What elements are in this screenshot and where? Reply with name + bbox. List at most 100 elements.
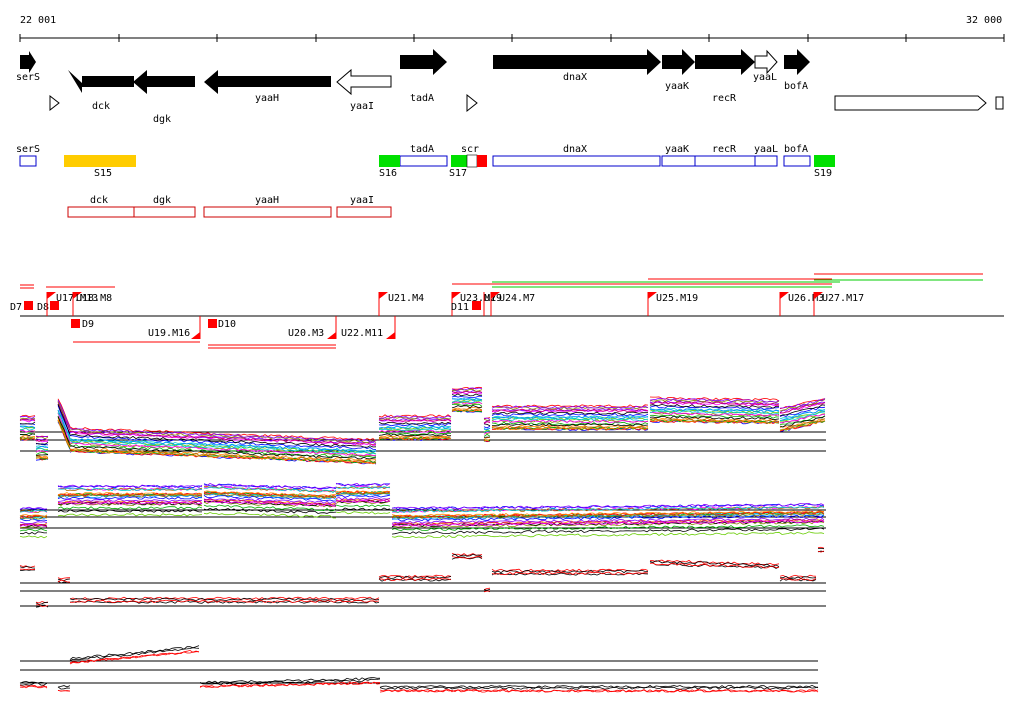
transcript-lines (20, 273, 983, 349)
expression-trace (649, 399, 780, 404)
expression-trace (203, 495, 337, 502)
expression-trace (69, 599, 380, 603)
marker-U19-flag[interactable] (191, 332, 200, 339)
gene-yaaH-arrow[interactable] (204, 70, 331, 94)
expression-trace (335, 482, 391, 486)
marker-D10[interactable] (208, 319, 217, 328)
expression-trace (203, 507, 337, 514)
expression-trace (35, 438, 49, 442)
marker-U18-flag[interactable] (73, 292, 82, 299)
expression-trace (451, 409, 483, 413)
expression-trace (19, 425, 36, 428)
marker-D8[interactable] (50, 301, 59, 310)
expression-trace (57, 690, 71, 692)
expression-trace (69, 439, 377, 455)
marker-U29-label: U29 (484, 293, 502, 304)
expression-trace (57, 409, 71, 437)
gene-tadA-arrow[interactable] (400, 49, 447, 75)
expression-trace (57, 416, 71, 446)
marker-U26-flag[interactable] (780, 292, 789, 299)
expression-trace (483, 430, 491, 433)
expression-trace (491, 415, 649, 419)
gene-serS-arrow[interactable] (20, 51, 36, 73)
marker-U25-flag[interactable] (648, 292, 657, 299)
gene-dck-arrow[interactable] (68, 70, 134, 93)
expression-trace (19, 418, 36, 422)
expression-trace (199, 678, 381, 686)
expression-trace (19, 528, 48, 532)
expression-trace (451, 393, 482, 397)
expression-trace (335, 496, 391, 501)
expression-trace (19, 414, 36, 418)
expression-trace (19, 531, 47, 535)
gene-yaaK-arrow[interactable] (662, 49, 695, 75)
gene-unnamed-small-box (995, 96, 1004, 110)
marker-track-top: D7 D8 U17.M13 U18.M8 U21.M4 U23.M1 D11 U… (10, 292, 864, 316)
marker-U23-flag[interactable] (452, 292, 461, 299)
segment-S19[interactable] (814, 155, 835, 167)
expression-trace (19, 682, 48, 686)
coordinate-axis: 22 001 32 000 (19, 15, 1005, 42)
box-yaaL-label: yaaL (754, 144, 778, 155)
gene-dnaX-arrow[interactable] (493, 49, 661, 75)
marker-U19-label: U19.M16 (148, 328, 190, 339)
expression-trace (57, 578, 71, 582)
expression-trace (391, 518, 825, 526)
box-recR-label: recR (712, 144, 737, 155)
expression-trace (391, 505, 825, 513)
marker-U24-flag[interactable] (491, 292, 500, 299)
expression-trace (57, 580, 71, 584)
expression-trace (199, 681, 380, 688)
expression-trace (649, 559, 780, 566)
gene-bofA-arrow[interactable] (784, 49, 810, 75)
expression-trace (19, 566, 36, 569)
expression-trace (491, 426, 649, 431)
expression-trace (451, 399, 483, 403)
segment-S16[interactable] (379, 155, 400, 167)
marker-U17-flag[interactable] (47, 292, 56, 299)
segment-scr-red[interactable] (477, 155, 487, 167)
marker-U27-flag[interactable] (814, 292, 823, 299)
expression-trace (69, 433, 377, 448)
expression-trace (35, 454, 49, 456)
expression-trace (649, 414, 780, 419)
expression-trace (451, 386, 483, 390)
expression-trace (69, 445, 377, 460)
marker-U21-flag[interactable] (379, 292, 388, 299)
gene-yaaL-arrow[interactable] (754, 49, 778, 75)
expression-trace (649, 562, 780, 569)
expression-trace (57, 506, 203, 510)
expression-trace (19, 421, 36, 425)
marker-D11[interactable] (472, 301, 481, 310)
expression-trace (35, 445, 49, 449)
marker-D7[interactable] (24, 301, 33, 310)
expression-trace (335, 492, 391, 496)
gene-recR-arrow[interactable] (695, 49, 755, 75)
gene-unnamed-open-arrow[interactable] (834, 95, 987, 111)
expression-trace (649, 396, 780, 402)
expression-trace (491, 569, 649, 574)
expression-trace (57, 494, 203, 498)
expression-trace (649, 419, 780, 424)
gene-yaaI-arrow[interactable] (336, 68, 392, 96)
segment-scr-box[interactable] (466, 154, 478, 168)
expression-trace (57, 496, 203, 500)
expression-trace (378, 429, 452, 433)
gene-yaaI-label: yaaI (350, 101, 374, 112)
segment-S17[interactable] (451, 155, 467, 167)
gene-dgk-arrow[interactable] (133, 70, 195, 94)
expression-trace (451, 387, 483, 391)
marker-U22-flag[interactable] (386, 332, 395, 339)
expression-trace (203, 497, 337, 504)
expression-trace (19, 535, 48, 539)
expression-trace (199, 677, 381, 685)
segment-S15[interactable] (64, 155, 136, 167)
expression-trace (649, 409, 779, 415)
expression-trace (649, 397, 780, 403)
marker-U20-flag[interactable] (327, 332, 336, 339)
expression-trace (19, 523, 48, 526)
expression-trace (451, 405, 483, 409)
expression-trace (779, 398, 826, 409)
marker-D9[interactable] (71, 319, 80, 328)
expression-trace (35, 450, 49, 453)
